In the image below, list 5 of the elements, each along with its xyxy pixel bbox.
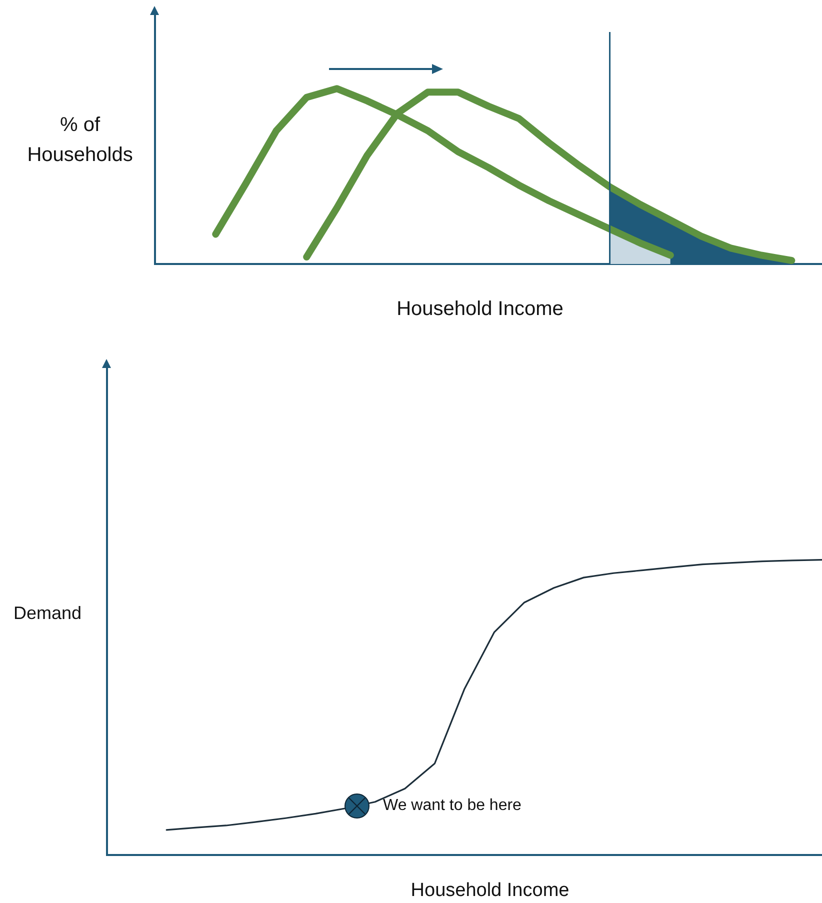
annotation: We want to be here (383, 797, 522, 815)
x-axis-title: Household Income (410, 880, 570, 902)
x-axis-title: Household Income (396, 298, 564, 321)
y-axis-title: % of Households (26, 113, 134, 168)
y-axis-title: Demand (12, 603, 83, 624)
